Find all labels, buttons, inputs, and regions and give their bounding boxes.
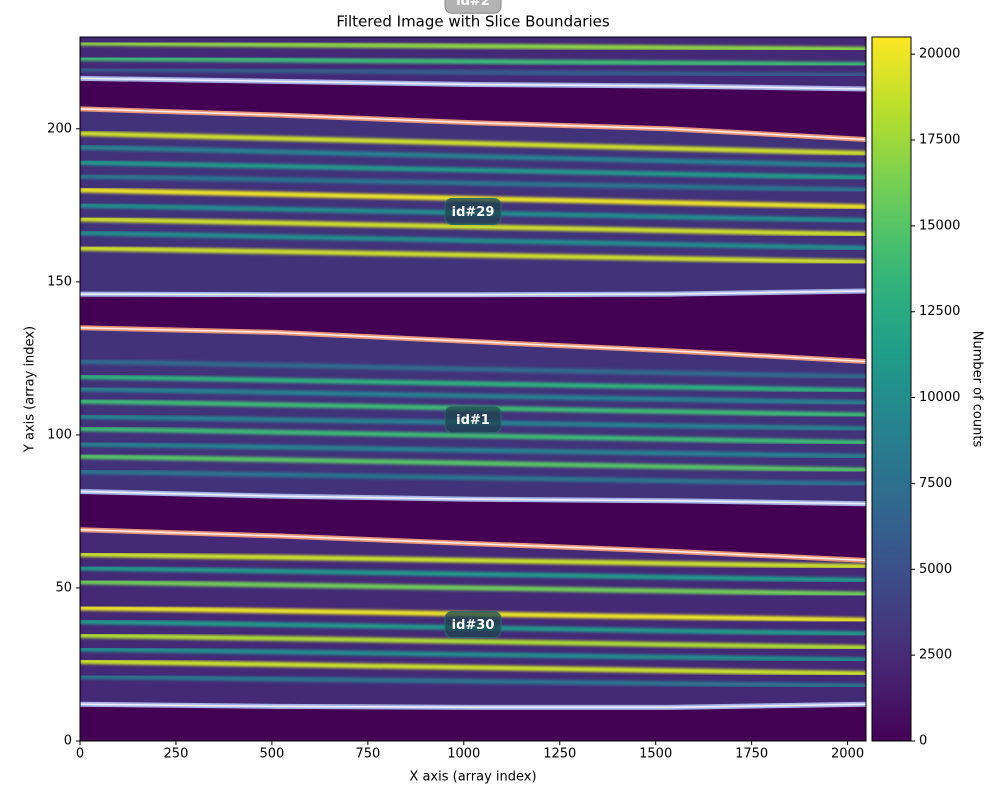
colorbar-tick-label: 10000 — [919, 390, 960, 405]
slice-label: id#29 — [452, 205, 495, 220]
colorbar-tick-label: 7500 — [919, 476, 952, 491]
slice-label-box — [444, 197, 502, 225]
lower-boundary — [80, 490, 866, 505]
x-tick-label: 500 — [259, 747, 284, 762]
lower-boundary — [80, 77, 866, 90]
spectral-trace — [80, 426, 866, 446]
slice-label: id#1 — [456, 413, 490, 428]
spectral-trace — [80, 55, 866, 68]
spectral-trace — [80, 374, 866, 394]
spectral-trace — [80, 441, 866, 459]
slice-label: id#2 — [456, 0, 490, 9]
spectral-trace — [80, 386, 866, 406]
slice-label-box — [444, 406, 502, 434]
x-axis-label: X axis (array index) — [409, 770, 536, 785]
x-tick-label: 0 — [76, 747, 84, 762]
spectral-trace — [80, 646, 866, 663]
spectral-trace — [80, 658, 866, 677]
spectral-trace — [80, 144, 866, 169]
spectral-trace — [80, 40, 866, 52]
spectral-trace — [80, 565, 866, 583]
upper-boundary — [80, 327, 866, 363]
spectral-trace — [80, 453, 866, 473]
colorbar-tick-label: 5000 — [919, 562, 952, 577]
x-tick-label: 1500 — [639, 747, 672, 762]
colorbar-tick-label: 2500 — [919, 648, 952, 663]
chart-title: Filtered Image with Slice Boundaries — [336, 13, 610, 31]
spectral-trace — [80, 245, 866, 265]
colorbar — [871, 36, 912, 742]
spectral-trace — [80, 230, 866, 251]
spectral-trace — [80, 173, 866, 193]
spectral-trace — [80, 130, 866, 156]
y-tick-label: 150 — [47, 274, 72, 289]
lower-boundary — [80, 703, 866, 709]
y-tick-label: 0 — [64, 734, 72, 749]
upper-boundary — [80, 529, 866, 562]
spectral-trace — [80, 469, 866, 487]
x-tick-label: 1750 — [735, 747, 768, 762]
colorbar-tick-label: 15000 — [919, 218, 960, 233]
spectral-trace — [80, 551, 866, 570]
spectral-trace — [80, 159, 866, 181]
slice-label-box — [444, 0, 502, 14]
spectral-trace — [80, 632, 866, 651]
spectral-trace — [80, 66, 866, 78]
colorbar-tick-label: 17500 — [919, 133, 960, 148]
x-tick-label: 1000 — [447, 747, 480, 762]
colorbar-tick-label: 12500 — [919, 304, 960, 319]
spectral-trace — [80, 674, 866, 689]
slice-label-box — [444, 611, 502, 639]
y-tick-label: 200 — [47, 121, 72, 136]
upper-boundary — [80, 108, 866, 141]
y-tick-label: 100 — [47, 427, 72, 442]
x-tick-label: 2000 — [831, 747, 864, 762]
x-tick-label: 1250 — [543, 747, 576, 762]
plot-frame — [79, 36, 867, 742]
lower-boundary — [80, 290, 866, 296]
slice-label: id#30 — [452, 618, 495, 633]
colorbar-tick-label: 0 — [919, 734, 927, 749]
x-tick-label: 250 — [164, 747, 189, 762]
spectral-trace — [80, 358, 866, 380]
spectral-trace — [80, 216, 866, 237]
colorbar-tick-label: 20000 — [919, 47, 960, 62]
y-tick-label: 50 — [55, 580, 72, 595]
y-axis-label: Y axis (array index) — [23, 326, 38, 453]
x-tick-label: 750 — [355, 747, 380, 762]
colorbar-label: Number of counts — [970, 331, 985, 448]
spectral-trace — [80, 579, 866, 597]
